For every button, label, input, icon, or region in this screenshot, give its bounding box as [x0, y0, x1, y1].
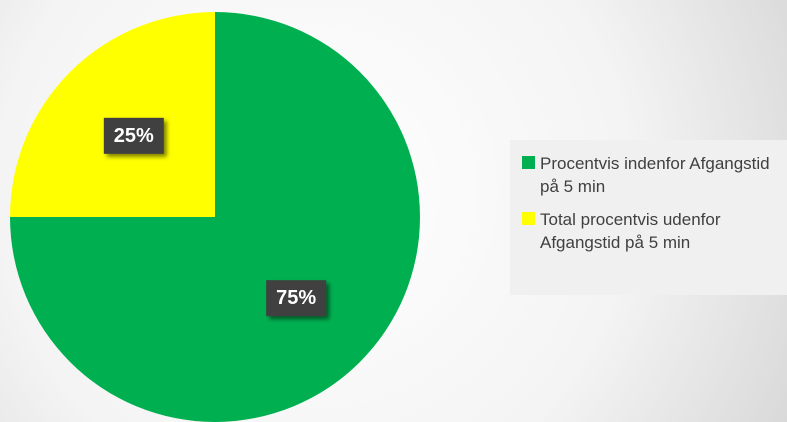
- legend-item: Procentvis indenfor Afgangstid på 5 min: [522, 152, 787, 198]
- legend-item: Total procentvis udenfor Afgangstid på 5…: [522, 208, 787, 254]
- legend: Procentvis indenfor Afgangstid på 5 min T…: [510, 140, 787, 295]
- legend-label: Procentvis indenfor Afgangstid på 5 min: [540, 154, 770, 196]
- value-label: 75%: [276, 287, 316, 309]
- legend-swatch: [522, 156, 535, 169]
- legend-label: Total procentvis udenfor Afgangstid på 5…: [540, 210, 721, 252]
- pie-slice: [10, 12, 215, 217]
- label-box: [266, 280, 327, 317]
- value-label: 25%: [114, 125, 154, 147]
- legend-swatch: [522, 212, 535, 225]
- label-box: [103, 117, 164, 154]
